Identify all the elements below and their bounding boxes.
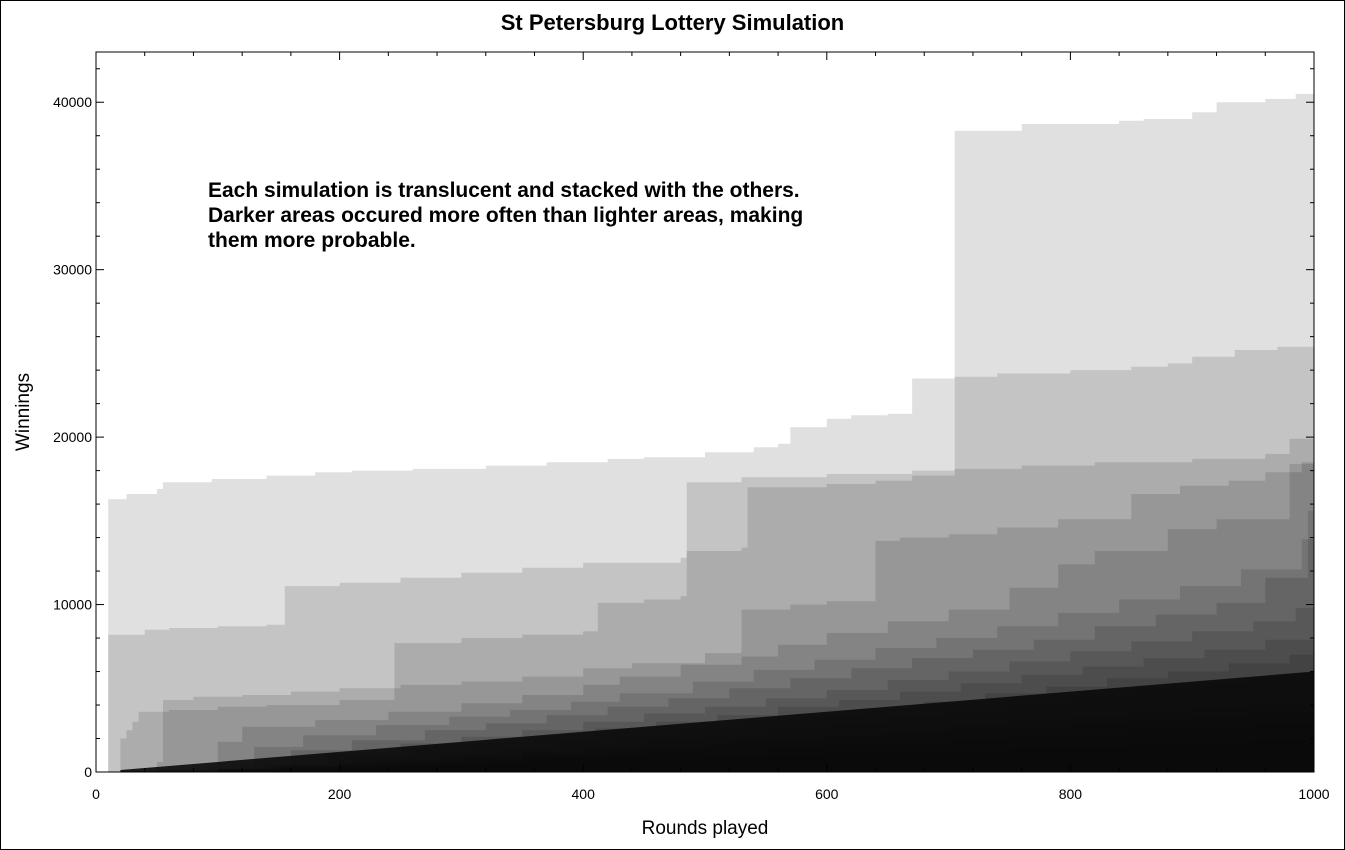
simulation-area-3 (120, 438, 1314, 772)
y-tick-label: 30000 (53, 262, 92, 278)
y-tick-label: 0 (84, 764, 92, 780)
y-tick-label: 20000 (53, 429, 92, 445)
simulation-core-area (120, 671, 1315, 772)
x-tick-label: 0 (92, 786, 100, 802)
annotation-line: them more probable. (208, 229, 416, 252)
simulation-area-2 (108, 346, 1315, 772)
x-tick-label: 600 (815, 786, 839, 802)
y-tick-label: 40000 (53, 94, 92, 110)
simulation-area-1 (108, 93, 1315, 772)
chart-annotation: Each simulation is translucent and stack… (208, 178, 968, 253)
chart-title: St Petersburg Lottery Simulation (500, 10, 845, 35)
annotation-line: Each simulation is translucent and stack… (208, 179, 800, 202)
x-tick-label: 200 (328, 786, 352, 802)
x-tick-label: 400 (572, 786, 596, 802)
x-tick-label: 800 (1059, 786, 1083, 802)
x-tick-label: 1000 (1298, 786, 1329, 802)
plot-border (95, 51, 1315, 773)
series-layer (108, 93, 1315, 772)
y-axis-label: Winnings (13, 373, 34, 451)
annotation-line: Darker areas occured more often than lig… (208, 204, 804, 227)
x-axis-label: Rounds played (642, 818, 769, 839)
y-tick-label: 10000 (53, 597, 92, 613)
simulation-area-4 (156, 462, 1314, 772)
